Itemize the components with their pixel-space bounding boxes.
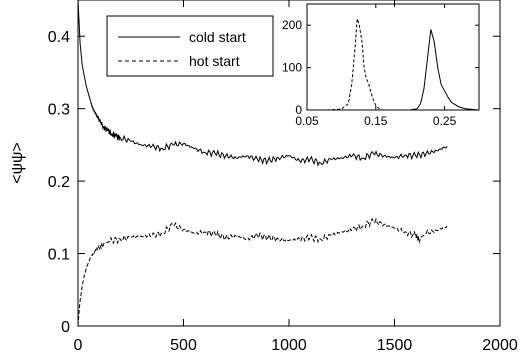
legend-label-cold-start: cold start [189, 29, 246, 45]
main-y-tick-label: 0.2 [48, 174, 70, 191]
main-x-tick-label: 1000 [271, 337, 307, 354]
legend: cold start hot start [106, 15, 274, 77]
inset-ticks: 0.05 0.15 0.25 0 100 200 [282, 4, 479, 128]
inset-y-tick-label: 0 [295, 103, 302, 117]
inset-plot-frame [306, 3, 480, 111]
main-x-tick-label: 0 [74, 337, 83, 354]
main-x-tick-label: 500 [170, 337, 197, 354]
main-series [77, 0, 448, 327]
inset-y-tick-label: 200 [282, 18, 302, 32]
inset-x-tick-label: 0.15 [364, 114, 388, 128]
main-y-tick-label: 0.1 [48, 247, 70, 264]
y-axis-label: <ψψ> [9, 142, 26, 184]
main-x-tick-label: 1500 [377, 337, 413, 354]
main-plot-frame [77, 0, 501, 327]
inset-y-tick-label: 100 [282, 61, 302, 75]
inset-plot: 0.05 0.15 0.25 0 100 200 [282, 3, 480, 128]
inset-series-line-1 [307, 29, 480, 111]
main-x-tick-label: 2000 [482, 337, 518, 354]
main-y-tick-label: 0.4 [48, 29, 70, 46]
legend-box [106, 15, 274, 77]
inset-x-tick-label: 0.25 [433, 114, 457, 128]
main-y-tick-label: 0.3 [48, 102, 70, 119]
main-series-line-cold-start [77, 0, 448, 167]
inset-x-tick-label: 0.05 [295, 114, 319, 128]
main-series-line-hot-start [77, 217, 448, 327]
inset-series [307, 18, 480, 111]
main-y-tick-label: 0 [61, 319, 70, 336]
legend-label-hot-start: hot start [189, 53, 240, 69]
inset-series-line-0 [307, 18, 479, 111]
